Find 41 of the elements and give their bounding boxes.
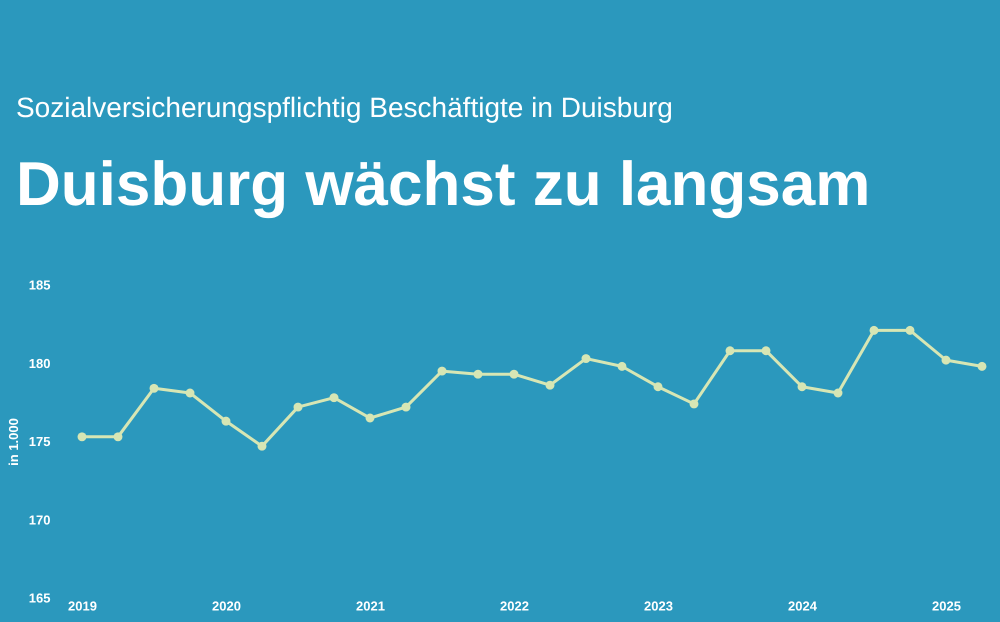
point <box>330 393 338 402</box>
x-tick-label: 2020 <box>212 598 241 614</box>
point <box>582 354 590 364</box>
point <box>906 326 914 335</box>
point <box>258 442 266 451</box>
y-axis-title: in 1.000 <box>6 418 21 466</box>
x-tick-label: 2023 <box>644 598 673 614</box>
x-tick-label: 2024 <box>788 598 818 614</box>
point <box>834 388 842 398</box>
point <box>438 366 446 376</box>
point <box>798 382 806 392</box>
point <box>870 326 878 335</box>
y-tick-label: 180 <box>28 356 50 371</box>
y-tick-label: 170 <box>28 512 50 528</box>
point <box>762 346 770 356</box>
chart-title: Duisburg wächst zu langsam <box>16 150 870 219</box>
chart-subtitle: Sozialversicherungspflichtig Beschäftigte in Duisburg <box>16 92 673 123</box>
x-tick-label: 2025 <box>932 598 961 614</box>
point <box>366 414 374 422</box>
y-tick-label: 175 <box>28 434 50 449</box>
point <box>654 382 662 392</box>
point <box>222 416 230 426</box>
point <box>114 432 122 442</box>
x-tick-label: 2019 <box>68 598 97 614</box>
point <box>546 380 554 390</box>
point <box>978 362 986 371</box>
point <box>402 402 410 412</box>
x-tick-label: 2022 <box>500 598 529 614</box>
point <box>294 402 302 412</box>
point <box>690 399 698 408</box>
point <box>150 384 158 393</box>
point <box>726 346 734 356</box>
point <box>942 356 950 365</box>
y-tick-label: 165 <box>28 590 50 606</box>
y-tick-label: 185 <box>28 278 50 292</box>
point <box>78 432 86 442</box>
point <box>618 362 626 371</box>
x-tick-label: 2021 <box>356 598 385 614</box>
point <box>186 388 194 398</box>
point <box>474 370 482 379</box>
point <box>510 370 518 379</box>
